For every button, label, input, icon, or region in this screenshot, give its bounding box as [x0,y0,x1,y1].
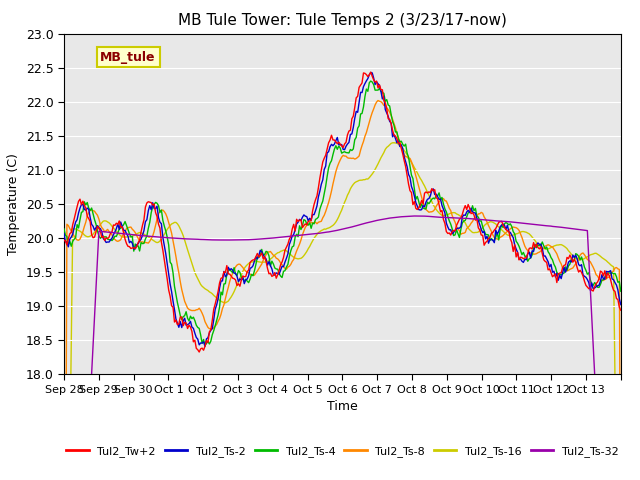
Title: MB Tule Tower: Tule Temps 2 (3/23/17-now): MB Tule Tower: Tule Temps 2 (3/23/17-now… [178,13,507,28]
X-axis label: Time: Time [327,400,358,413]
Legend: Tul2_Tw+2, Tul2_Ts-2, Tul2_Ts-4, Tul2_Ts-8, Tul2_Ts-16, Tul2_Ts-32: Tul2_Tw+2, Tul2_Ts-2, Tul2_Ts-4, Tul2_Ts… [62,441,623,461]
Y-axis label: Temperature (C): Temperature (C) [7,153,20,255]
Text: MB_tule: MB_tule [100,51,156,64]
